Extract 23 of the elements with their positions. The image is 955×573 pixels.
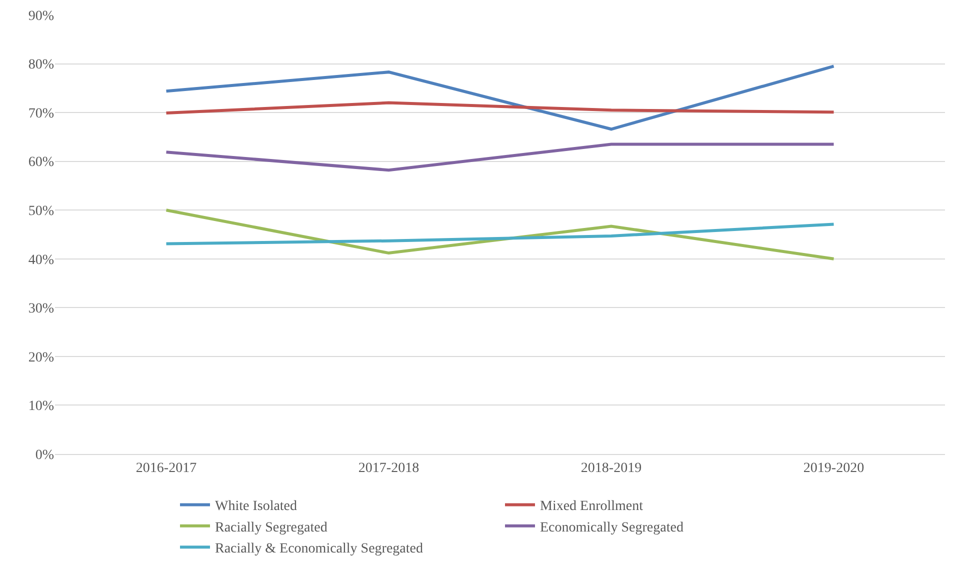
legend-label: Racially Segregated [215, 520, 328, 536]
x-tick-label: 2016-2017 [136, 460, 197, 476]
y-tick-label: 30% [28, 302, 54, 317]
x-tick-label: 2017-2018 [358, 460, 420, 476]
y-tick-label: 20% [28, 350, 54, 366]
legend-label: Economically Segregated [540, 520, 684, 536]
y-tick-label: 0% [35, 448, 54, 463]
y-tick-label: 60% [28, 155, 54, 170]
line-series [164, 101, 836, 115]
line-series [164, 208, 836, 260]
line-series [164, 64, 836, 131]
y-tick-label: 90% [28, 8, 54, 24]
x-tick-label: 2018-2019 [580, 460, 642, 476]
line-series [164, 222, 836, 246]
y-tick-label: 80% [28, 58, 54, 73]
legend-label: Mixed Enrollment [540, 499, 644, 514]
legend-label: White Isolated [215, 499, 298, 514]
y-tick-label: 40% [28, 252, 54, 268]
y-tick-label: 70% [28, 106, 54, 122]
x-tick-label: 2019-2020 [803, 460, 864, 476]
y-tick-label: 50% [28, 204, 54, 220]
legend-label: Racially & Economically Segregated [215, 542, 423, 557]
y-tick-label: 10% [28, 399, 54, 414]
